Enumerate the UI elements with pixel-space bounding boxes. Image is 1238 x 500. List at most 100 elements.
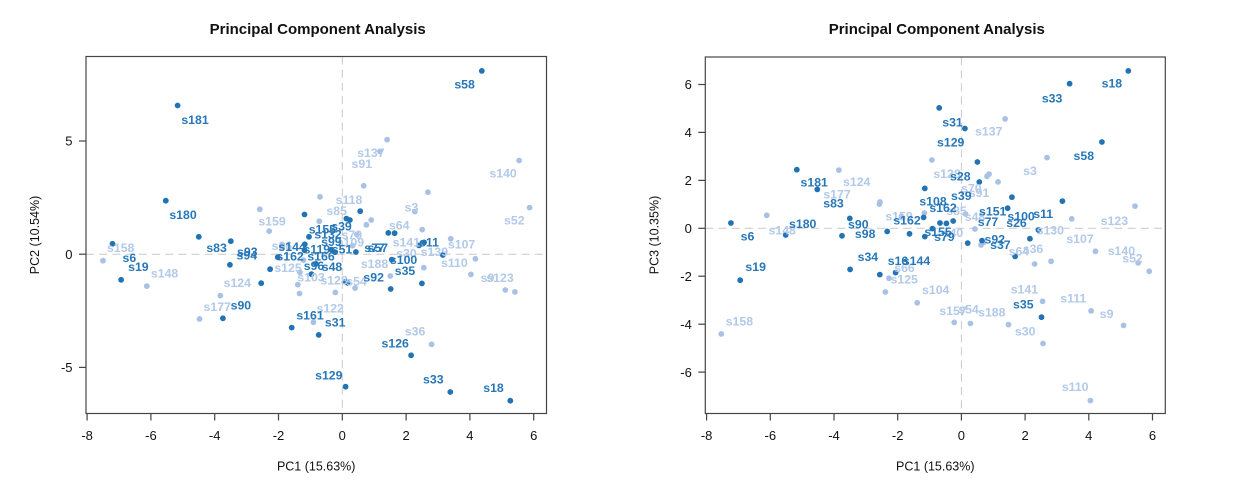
svg-text:s166: s166	[307, 249, 335, 263]
svg-text:-6: -6	[145, 428, 157, 443]
svg-text:s109: s109	[337, 236, 365, 250]
svg-text:s66: s66	[272, 239, 293, 253]
svg-text:s122: s122	[317, 301, 345, 315]
svg-text:PC1 (15.63%): PC1 (15.63%)	[896, 460, 975, 474]
svg-text:s26: s26	[1006, 216, 1027, 230]
svg-text:s36: s36	[1023, 242, 1044, 256]
svg-text:-4: -4	[680, 317, 692, 332]
svg-text:s119: s119	[303, 243, 330, 257]
svg-text:2: 2	[1021, 428, 1028, 443]
svg-text:s140: s140	[489, 166, 517, 180]
svg-text:6: 6	[530, 428, 537, 443]
svg-text:s110: s110	[1062, 380, 1089, 394]
svg-text:s3: s3	[405, 200, 419, 214]
svg-text:s30: s30	[1015, 325, 1036, 339]
svg-text:0: 0	[958, 428, 965, 443]
svg-text:4: 4	[1085, 428, 1092, 443]
svg-text:s66: s66	[894, 261, 915, 275]
svg-text:s18: s18	[483, 381, 504, 395]
svg-text:s92: s92	[985, 233, 1006, 247]
svg-text:s37: s37	[990, 238, 1011, 252]
svg-text:s77: s77	[978, 215, 999, 229]
svg-text:s137: s137	[975, 125, 1003, 139]
svg-text:s6: s6	[123, 251, 137, 265]
svg-text:s39: s39	[331, 219, 352, 233]
svg-text:s9: s9	[1100, 307, 1114, 321]
svg-text:s77: s77	[364, 241, 385, 255]
svg-text:s36: s36	[405, 324, 426, 338]
svg-text:s64: s64	[1009, 245, 1030, 259]
svg-text:s94: s94	[237, 248, 258, 262]
svg-text:s11: s11	[1033, 207, 1053, 221]
svg-text:s34: s34	[858, 250, 879, 264]
svg-text:s144: s144	[903, 254, 931, 268]
svg-text:-8: -8	[81, 428, 93, 443]
svg-text:4: 4	[466, 428, 473, 443]
svg-text:s180: s180	[789, 217, 817, 231]
svg-text:s99: s99	[321, 235, 342, 249]
svg-text:s159: s159	[258, 214, 286, 228]
svg-text:s130: s130	[1037, 223, 1065, 237]
svg-text:s64: s64	[389, 218, 410, 232]
svg-text:s58: s58	[1074, 149, 1095, 163]
svg-text:s28: s28	[950, 169, 971, 183]
svg-text:s30: s30	[396, 246, 417, 260]
svg-text:-4: -4	[209, 428, 221, 443]
svg-text:s58: s58	[454, 77, 475, 91]
svg-text:s39: s39	[951, 189, 972, 203]
svg-text:s33: s33	[423, 373, 444, 387]
svg-text:s3: s3	[1023, 164, 1037, 178]
svg-text:s162: s162	[276, 249, 304, 263]
svg-text:s92: s92	[363, 270, 384, 284]
svg-text:s54: s54	[958, 302, 979, 316]
svg-text:PC3 (10.35%): PC3 (10.35%)	[647, 196, 661, 275]
svg-text:s132: s132	[314, 227, 342, 241]
svg-text:s124: s124	[224, 276, 252, 290]
svg-text:s19: s19	[745, 260, 766, 274]
svg-text:PC2 (10.54%): PC2 (10.54%)	[28, 196, 42, 275]
svg-text:s157: s157	[939, 304, 967, 318]
svg-text:s91: s91	[969, 186, 990, 200]
svg-text:-2: -2	[273, 428, 285, 443]
svg-text:s103: s103	[297, 270, 325, 284]
svg-text:2: 2	[402, 428, 409, 443]
svg-text:s140: s140	[1108, 244, 1136, 258]
svg-text:s16: s16	[888, 254, 909, 268]
svg-text:s96: s96	[304, 259, 325, 273]
svg-text:s51: s51	[332, 243, 353, 257]
svg-text:s139: s139	[421, 245, 449, 259]
svg-text:s93: s93	[237, 245, 258, 259]
svg-text:s161: s161	[296, 308, 324, 322]
svg-text:s188: s188	[361, 257, 389, 271]
svg-text:-4: -4	[828, 428, 840, 443]
svg-text:s52: s52	[504, 214, 525, 228]
svg-text:s83: s83	[823, 197, 844, 211]
svg-text:6: 6	[1149, 428, 1156, 443]
svg-text:s33: s33	[1042, 92, 1063, 106]
svg-text:s35: s35	[1013, 298, 1034, 312]
svg-text:s158: s158	[107, 241, 135, 255]
svg-text:s137: s137	[357, 146, 385, 160]
svg-text:s40: s40	[943, 226, 964, 240]
svg-text:s123: s123	[486, 271, 514, 285]
svg-text:s118: s118	[336, 193, 363, 207]
svg-text:s155: s155	[924, 225, 952, 239]
svg-text:Principal Component Analysis: Principal Component Analysis	[210, 21, 426, 38]
svg-text:s90: s90	[231, 299, 252, 313]
svg-text:-8: -8	[701, 428, 713, 443]
svg-text:s79: s79	[934, 230, 955, 244]
svg-text:s100: s100	[390, 253, 418, 267]
svg-text:s70: s70	[961, 181, 982, 195]
svg-text:PC1 (15.63%): PC1 (15.63%)	[277, 460, 356, 474]
svg-text:0: 0	[65, 247, 72, 262]
svg-text:s151: s151	[979, 205, 1007, 219]
svg-text:2: 2	[685, 173, 692, 188]
svg-text:s159: s159	[885, 209, 913, 223]
svg-text:s124: s124	[843, 175, 871, 189]
svg-text:s6: s6	[741, 229, 755, 243]
svg-text:s85: s85	[326, 204, 347, 218]
svg-text:s31: s31	[325, 315, 346, 329]
svg-text:s155: s155	[309, 222, 337, 236]
svg-text:s162: s162	[893, 213, 921, 227]
svg-text:-2: -2	[680, 269, 692, 284]
